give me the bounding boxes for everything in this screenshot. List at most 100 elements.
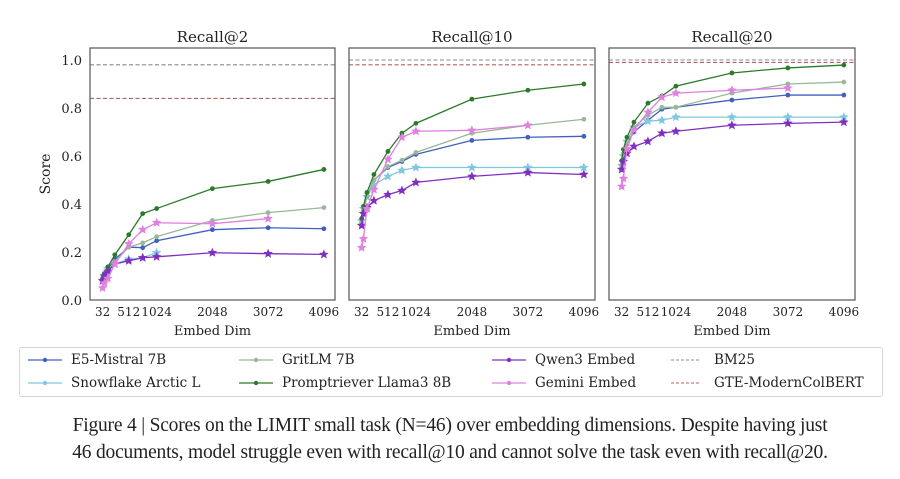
data-point-gritlm-7b xyxy=(154,234,160,240)
x-tick-label: 4096 xyxy=(829,305,860,319)
legend-item-gemini: Gemini Embed xyxy=(492,372,636,394)
x-tick-label: 2048 xyxy=(457,305,488,319)
data-point-e5-mistral-7b xyxy=(525,134,531,140)
series-line-qwen3-embed xyxy=(102,252,324,282)
x-tick-label: 1024 xyxy=(401,305,432,319)
data-point-gritlm-7b xyxy=(659,104,665,110)
legend-item-gte-moderncolbert: GTE-ModernColBERT xyxy=(671,372,864,394)
data-point-gritlm-7b xyxy=(673,104,679,110)
data-point-promptriever-llama3-8b xyxy=(112,252,118,258)
data-point-qwen3-embed xyxy=(839,117,849,127)
series-line-qwen3-embed xyxy=(621,121,844,170)
x-tick-label: 32 xyxy=(95,305,110,319)
data-point-snowflake-arctic-l xyxy=(657,115,667,125)
data-point-promptriever-llama3-8b xyxy=(385,149,391,154)
legend-item-promptriever: Promptriever Llama3 8B xyxy=(239,372,451,394)
panel-title: Recall@20 xyxy=(691,28,772,46)
y-tick-label: 1.0 xyxy=(61,54,82,69)
data-point-snowflake-arctic-l xyxy=(727,112,737,122)
data-point-gemini-embed xyxy=(99,278,110,288)
legend-swatch-gritlm xyxy=(239,357,273,363)
data-point-gemini-embed xyxy=(369,184,379,194)
data-point-qwen3-embed xyxy=(629,141,639,151)
data-point-snowflake-arctic-l xyxy=(671,112,681,122)
panel-title: Recall@2 xyxy=(177,28,249,46)
data-point-qwen3-embed xyxy=(383,189,393,199)
axes-frame xyxy=(608,47,856,301)
axes-frame xyxy=(89,47,336,301)
data-point-gemini-embed xyxy=(657,92,667,102)
legend-swatch-e5-mistral xyxy=(28,357,62,363)
legend-label: Qwen3 Embed xyxy=(535,352,636,368)
data-point-qwen3-embed xyxy=(411,177,421,187)
panel-recall-10: Recall@10 32 512 1024 2048 3072 4096 Embed Dim xyxy=(348,28,599,339)
data-point-snowflake-arctic-l xyxy=(783,112,793,122)
data-point-gemini-embed xyxy=(103,273,113,283)
data-point-gemini-embed xyxy=(727,85,737,95)
figure-caption: Figure 4 | Scores on the LIMIT small tas… xyxy=(0,412,900,466)
data-point-promptriever-llama3-8b xyxy=(126,232,132,238)
caption-line-2: 46 documents, model struggle even with r… xyxy=(72,442,828,463)
panel-recall-2: Recall@2 32 512 1024 2048 3072 4096 Embed Dim 0.… xyxy=(38,28,339,339)
legend: E5-Mistral 7B Snowflake Arctic L GritLM … xyxy=(19,347,883,397)
series-group xyxy=(616,62,849,191)
data-point-qwen3-embed xyxy=(151,251,162,261)
x-axis-label: Embed Dim xyxy=(693,324,770,339)
data-point-qwen3-embed xyxy=(643,136,653,146)
legend-swatch-qwen3 xyxy=(492,357,526,363)
data-point-gemini-embed xyxy=(616,181,627,191)
x-tick-label: 4096 xyxy=(309,305,340,319)
y-tick-label: 0.2 xyxy=(61,246,82,261)
data-point-e5-mistral-7b xyxy=(785,92,791,98)
legend-label: Gemini Embed xyxy=(535,375,637,391)
data-point-qwen3-embed xyxy=(523,167,533,177)
x-tick-label: 32 xyxy=(354,305,369,319)
data-point-gemini-embed xyxy=(783,83,793,93)
data-point-gemini-embed xyxy=(151,217,162,227)
data-point-promptriever-llama3-8b xyxy=(525,87,531,93)
data-point-gemini-embed xyxy=(97,283,108,293)
x-tick-label: 3072 xyxy=(513,305,544,319)
series-group xyxy=(97,167,329,293)
data-point-gemini-embed xyxy=(383,154,393,164)
y-tick-label: 0.8 xyxy=(61,102,82,117)
legend-swatch-gte xyxy=(671,382,701,384)
legend-item-snowflake: Snowflake Arctic L xyxy=(28,372,200,394)
data-point-e5-mistral-7b xyxy=(581,133,587,139)
data-point-snowflake-arctic-l xyxy=(579,162,589,172)
series-line-qwen3-embed xyxy=(361,171,584,226)
data-point-gritlm-7b xyxy=(413,150,419,155)
series-line-gritlm-7b xyxy=(361,118,584,224)
x-tick-label: 1024 xyxy=(141,305,172,319)
series-group xyxy=(356,81,589,252)
data-point-gemini-embed xyxy=(397,132,407,142)
y-tick-label: 0.6 xyxy=(61,150,82,165)
legend-swatch-bm25 xyxy=(671,359,701,361)
data-point-snowflake-arctic-l xyxy=(467,162,477,172)
data-point-qwen3-embed xyxy=(319,249,329,259)
data-point-qwen3-embed xyxy=(783,118,793,128)
legend-swatch-snowflake xyxy=(28,380,62,386)
data-point-gemini-embed xyxy=(411,126,421,136)
axes-frame xyxy=(348,47,596,301)
legend-swatch-promptriever xyxy=(239,380,273,386)
legend-label: Promptriever Llama3 8B xyxy=(282,375,452,391)
x-axis-label: Embed Dim xyxy=(174,324,251,339)
data-point-promptriever-llama3-8b xyxy=(785,65,791,71)
data-point-promptriever-llama3-8b xyxy=(321,167,327,172)
legend-swatch-gemini xyxy=(492,380,526,386)
data-point-promptriever-llama3-8b xyxy=(624,134,630,140)
y-axis-label: Score xyxy=(38,154,54,195)
data-point-gemini-embed xyxy=(124,238,134,248)
x-tick-label: 512 xyxy=(117,305,140,319)
data-point-promptriever-llama3-8b xyxy=(581,81,587,87)
data-point-gemini-embed xyxy=(263,213,273,223)
panel-recall-20: Recall@20 32 512 1024 2048 3072 4096 Embed Dim xyxy=(608,28,860,339)
y-tick-label: 0.4 xyxy=(61,198,82,213)
legend-item-qwen3: Qwen3 Embed xyxy=(492,349,635,371)
data-point-promptriever-llama3-8b xyxy=(371,172,377,177)
data-point-qwen3-embed xyxy=(369,195,379,205)
data-point-promptriever-llama3-8b xyxy=(841,62,847,68)
data-point-gemini-embed xyxy=(643,107,653,117)
data-point-snowflake-arctic-l xyxy=(397,165,407,175)
